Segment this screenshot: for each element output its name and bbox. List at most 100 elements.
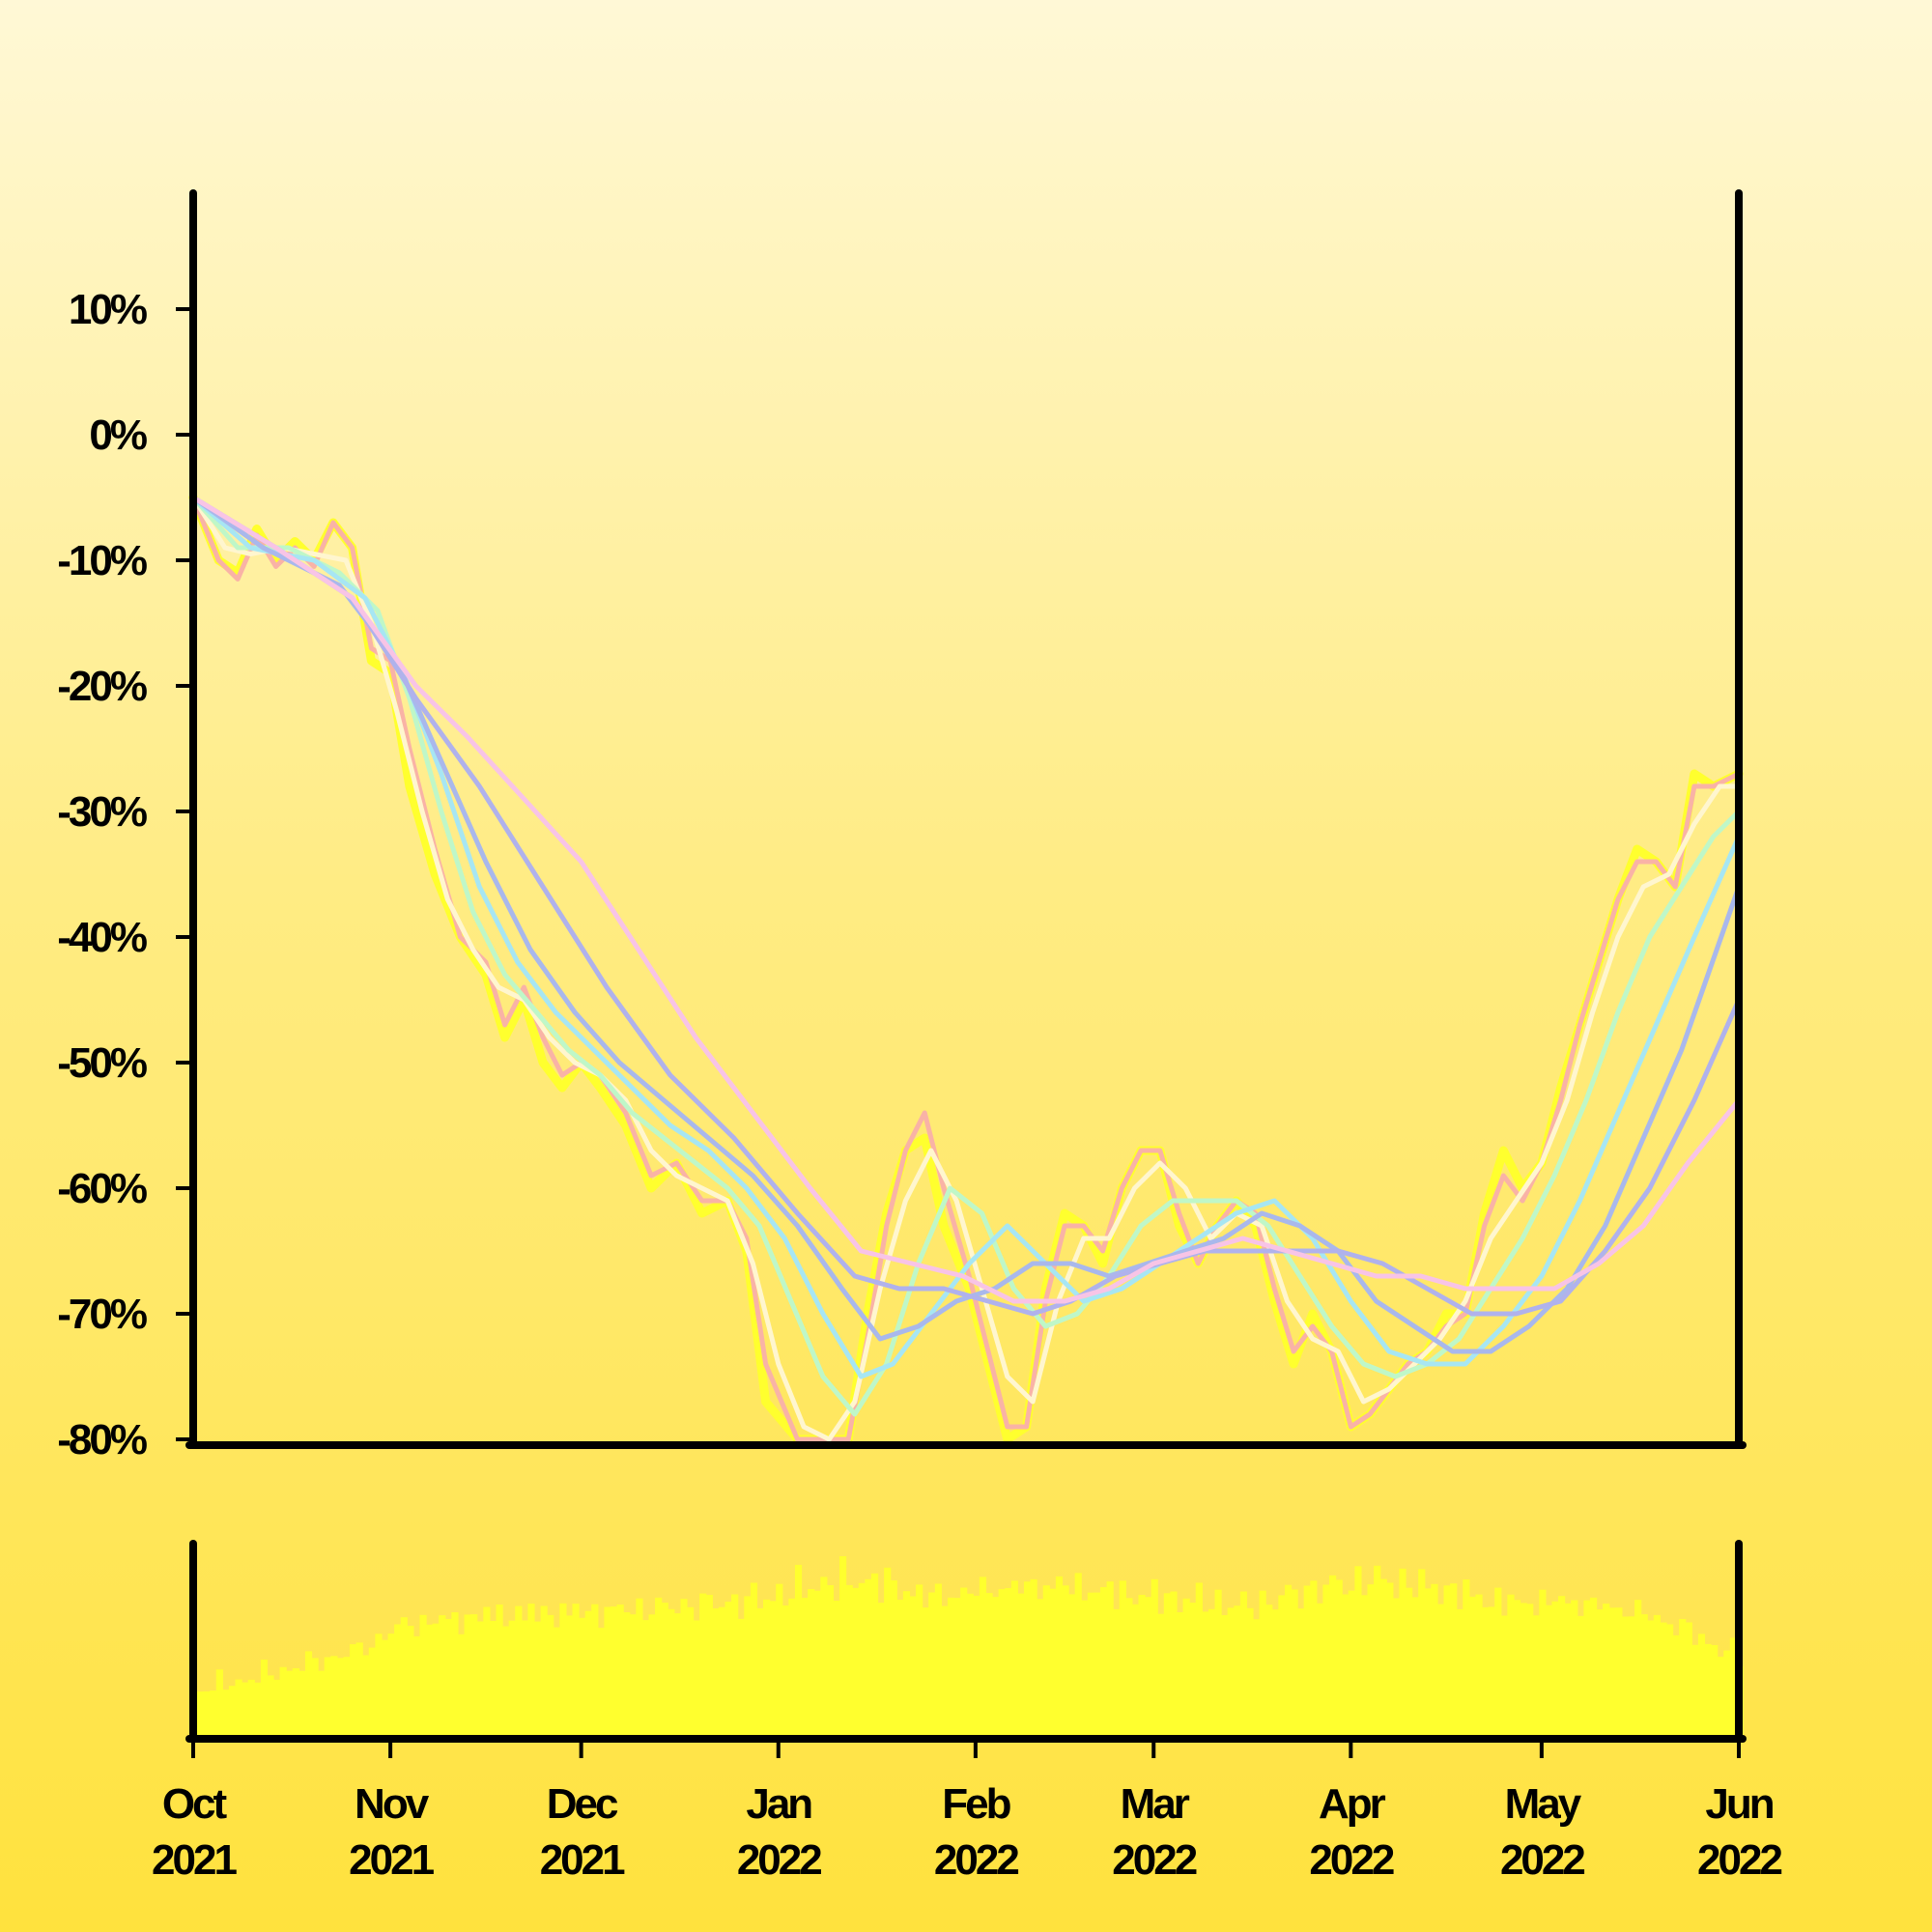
volume-bar [508, 1620, 516, 1735]
volume-bar [960, 1587, 968, 1735]
volume-bar [1259, 1590, 1266, 1735]
volume-bar [597, 1628, 605, 1735]
volume-bar [668, 1608, 675, 1735]
volume-bar [794, 1564, 803, 1735]
volume-bar [330, 1656, 338, 1735]
volume-bar [763, 1599, 771, 1735]
volume-bar [1068, 1594, 1076, 1735]
volume-bar [1055, 1576, 1064, 1735]
volume-bar [833, 1601, 840, 1735]
volume-bar [1507, 1594, 1515, 1735]
volume-bar [1163, 1593, 1171, 1735]
volume-bar [1379, 1578, 1387, 1735]
volume-bar [953, 1598, 961, 1735]
x-tick-label-year: 2022 [1500, 1836, 1584, 1884]
volume-bar [852, 1587, 860, 1735]
volume-bar [502, 1626, 510, 1735]
volume-bar [648, 1614, 656, 1735]
volume-bar [1717, 1657, 1724, 1735]
volume-bar [1278, 1595, 1286, 1735]
volume-bar [1691, 1644, 1699, 1735]
volume-bar [304, 1651, 313, 1735]
volume-bar [547, 1614, 554, 1735]
volume-bar [1265, 1605, 1273, 1735]
volume-bar [826, 1585, 835, 1735]
price-change-plot: 10% 0% -10% -20% -30% -40% -50% -60% -70% -80% [57, 189, 1747, 1463]
volume-bar [292, 1668, 299, 1735]
y-tick-label: -10% [57, 537, 147, 584]
x-axis-ticks: Oct 2021 Nov 2021 Dec 2021 Jan 2022 Feb 2022 Mar 20… [152, 1739, 1784, 1884]
volume-bar [1157, 1613, 1165, 1735]
volume-bar [394, 1624, 402, 1735]
volume-bar [1443, 1585, 1451, 1735]
volume-bar [1468, 1596, 1477, 1735]
volume-bar [527, 1604, 535, 1735]
volume-bar [1494, 1587, 1502, 1735]
volume-bar [979, 1577, 987, 1735]
volume-bar [324, 1657, 331, 1735]
volume-bar [464, 1614, 471, 1735]
volume-bar [813, 1590, 821, 1735]
volume-bar [247, 1679, 255, 1735]
volume-bar [355, 1642, 363, 1735]
volume-bar [197, 1691, 205, 1735]
series-line-ma-30 [190, 495, 1742, 1354]
volume-bar [553, 1627, 560, 1735]
volume-bar [781, 1605, 789, 1735]
volume-bar [267, 1675, 274, 1735]
volume-bar [858, 1582, 866, 1735]
series-line-ma-7 [190, 495, 1742, 1442]
x-tick-label-year: 2021 [349, 1836, 434, 1884]
y-tick-label: -80% [57, 1416, 147, 1463]
volume-bar [1113, 1608, 1121, 1735]
volume-bar [966, 1593, 974, 1735]
volume-bar [985, 1593, 993, 1735]
volume-bar [922, 1607, 929, 1735]
volume-bar [896, 1600, 904, 1735]
volume-bar [1647, 1620, 1655, 1735]
x-tick-label-month: Mar [1121, 1780, 1190, 1828]
volume-bar [407, 1626, 414, 1735]
volume-bar [426, 1624, 434, 1735]
volume-bar [1392, 1598, 1401, 1735]
volume-bar [820, 1577, 828, 1735]
volume-bar [400, 1617, 408, 1735]
y-tick-label: -70% [57, 1291, 147, 1338]
volume-bar [1348, 1590, 1355, 1735]
volume-bar [210, 1690, 217, 1735]
y-tick-label: -20% [57, 663, 147, 710]
volume-bar [1450, 1583, 1458, 1735]
volume-bar [1303, 1585, 1311, 1735]
y-tick-label: -60% [57, 1165, 147, 1212]
volume-bar [533, 1621, 542, 1735]
volume-bar [1406, 1587, 1413, 1735]
volume-bar [934, 1583, 942, 1735]
volume-bar [1660, 1622, 1667, 1735]
volume-bar [808, 1589, 815, 1735]
volume-bar [902, 1591, 911, 1735]
volume-bar [483, 1606, 491, 1735]
volume-bar [1615, 1607, 1623, 1735]
series-line-ma-90 [190, 495, 1742, 1304]
volume-bar [724, 1602, 732, 1735]
volume-bar [1367, 1584, 1375, 1735]
volume-bar [1653, 1614, 1661, 1735]
volume-bar [1679, 1619, 1687, 1735]
volume-bar [1342, 1594, 1350, 1735]
volume-bar [1189, 1603, 1197, 1735]
volume-bar [368, 1647, 376, 1735]
volume-bar [877, 1603, 885, 1735]
volume-bar [242, 1682, 249, 1735]
volume-bar [521, 1620, 528, 1735]
volume-bar [1081, 1600, 1089, 1735]
volume-bar [731, 1594, 739, 1735]
volume-bar [1603, 1604, 1610, 1735]
y-tick-label: -30% [57, 788, 147, 836]
volume-bar [865, 1578, 872, 1735]
volume-bar [591, 1604, 599, 1735]
volume-bar [1411, 1597, 1419, 1735]
volume-bar [1023, 1581, 1032, 1735]
volume-bar [1246, 1607, 1254, 1735]
volume-bar [439, 1615, 446, 1735]
volume-bar [1545, 1605, 1553, 1735]
